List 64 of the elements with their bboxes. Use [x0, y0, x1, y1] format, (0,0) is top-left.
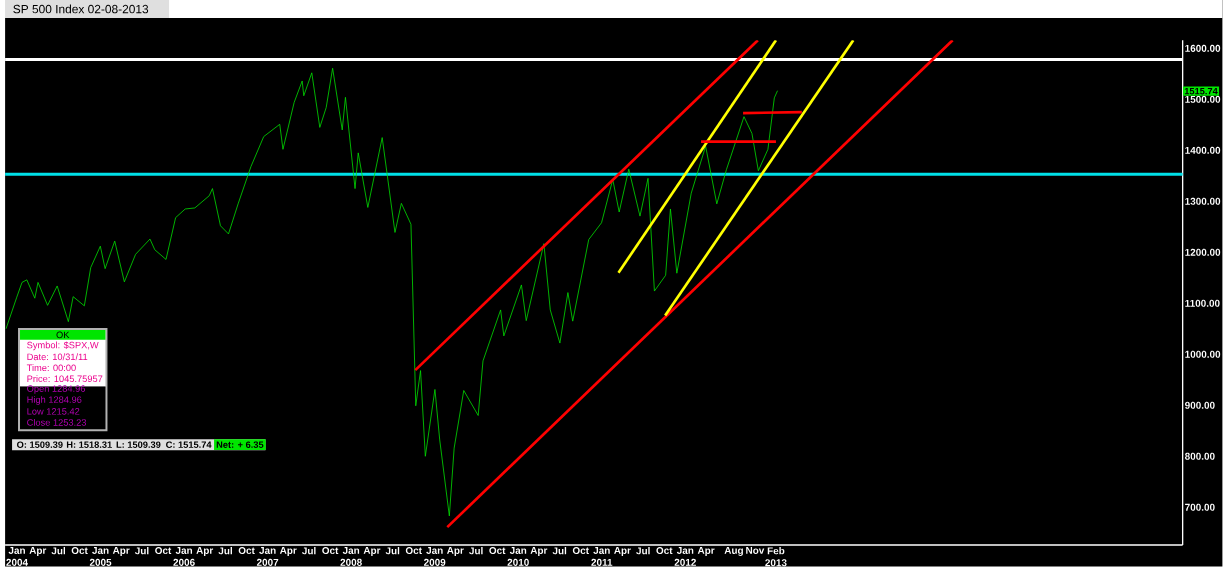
annotation: Price: 1045.75957: [27, 375, 103, 383]
annotation: Low 1215.42: [27, 408, 80, 415]
y-tick-label: 700.00: [1185, 503, 1215, 511]
x-tick-label: Feb 2013: [765, 547, 787, 567]
annotation: Time: 00:00: [26, 364, 76, 372]
y-tick-label: 900.00: [1185, 401, 1215, 409]
x-tick-label: Apr: [530, 547, 548, 557]
annotation: L: 1509.39: [116, 441, 161, 449]
x-tick-label: Oct: [489, 547, 506, 555]
chart-title: SP 500 Index 02-08-2013: [13, 4, 149, 14]
x-tick-label: Apr: [697, 547, 715, 557]
x-tick-label: Jan 2011: [591, 547, 613, 567]
x-tick-label: Apr: [196, 547, 214, 557]
x-tick-label: Oct: [238, 547, 255, 555]
x-tick-label: Jan 2007: [256, 547, 279, 567]
x-tick-label: Oct: [405, 547, 422, 555]
y-tick-label: 1000.00: [1185, 350, 1221, 358]
x-tick-label: Apr: [363, 547, 381, 557]
annotation: O: 1509.39: [17, 441, 63, 449]
x-tick-label: Apr: [446, 547, 464, 557]
annotation: Open 1284.96: [27, 385, 86, 394]
x-tick-label: Jan 2010: [507, 547, 529, 567]
annotation: Symbol: $SPX,W: [27, 341, 99, 351]
y-tick-label: 1600.00: [1185, 44, 1221, 53]
line-series: [5, 67, 778, 517]
x-tick-label: Apr: [614, 547, 631, 557]
x-tick-label: Jan 2012: [674, 547, 696, 567]
x-tick-label: Jan 2008: [340, 547, 362, 567]
x-tick-label: Aug: [724, 547, 743, 557]
x-tick-label: Oct: [155, 547, 172, 555]
x-tick-label: Apr: [29, 547, 47, 557]
x-tick-label: Nov: [746, 547, 765, 555]
x-tick-label: Jul: [636, 547, 650, 555]
x-tick-label: Jul: [51, 547, 66, 555]
x-tick-label: Jan 2005: [89, 547, 112, 567]
y-tick-label: 1100.00: [1185, 299, 1220, 307]
y-tick-label: 800.00: [1184, 452, 1215, 460]
annotation: H: 1518.31: [66, 441, 112, 449]
x-tick-label: Jul: [302, 547, 316, 555]
x-tick-label: Jan 2009: [424, 547, 446, 567]
y-tick-label: 1200.00: [1185, 248, 1221, 256]
y-tick-label: 1500.00: [1185, 95, 1221, 104]
x-tick-label: Oct: [322, 547, 339, 555]
x-tick-label: Oct: [572, 547, 589, 555]
x-tick-label: Apr: [279, 547, 297, 557]
text: 1515.74: [1184, 88, 1218, 95]
x-tick-label: Jul: [552, 547, 567, 555]
annotation: Net: + 6.35: [216, 441, 264, 449]
x-tick-label: Jan 2004: [6, 547, 28, 567]
x-tick-label: Jul: [469, 547, 483, 555]
annotation: OK: [56, 331, 70, 339]
x-tick-label: Jul: [385, 547, 400, 555]
x-tick-label: Jul: [218, 547, 232, 555]
x-tick-label: Oct: [656, 547, 673, 555]
annotation: Close 1253.23: [27, 419, 87, 426]
y-tick-label: 1300.00: [1185, 197, 1221, 205]
annotation: Date: 10/31/11: [27, 353, 88, 361]
y-tick-label: 1400.00: [1185, 146, 1221, 155]
annotation: C: 1515.74: [166, 441, 212, 449]
annotation: High 1284.96: [27, 396, 82, 405]
x-tick-label: Oct: [71, 547, 88, 555]
x-tick-label: Jul: [134, 547, 149, 555]
x-tick-label: Jan 2006: [173, 547, 195, 567]
x-tick-label: Apr: [112, 547, 130, 557]
